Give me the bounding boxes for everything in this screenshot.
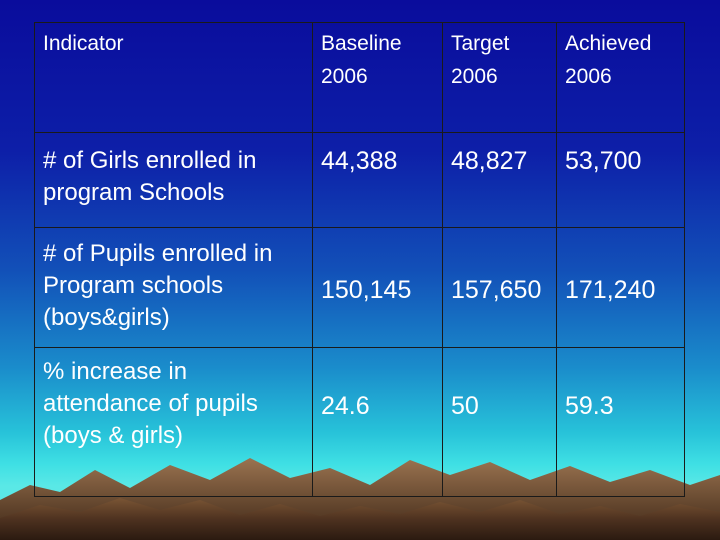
header-target-label: Target — [451, 32, 510, 55]
header-achieved: Achieved 2006 — [556, 22, 685, 133]
table-row: # of Girls enrolled in program Schools 4… — [34, 132, 685, 228]
header-baseline-label: Baseline — [321, 32, 402, 55]
table-row: # of Pupils enrolled in Program schools … — [34, 227, 685, 348]
header-target-year: 2006 — [451, 65, 498, 88]
target-value: 50 — [442, 347, 557, 497]
header-indicator: Indicator — [34, 22, 313, 133]
baseline-value: 24.6 — [312, 347, 443, 497]
header-baseline: Baseline 2006 — [312, 22, 443, 133]
table-row: % increase in attendance of pupils (boys… — [34, 347, 685, 497]
row-label: # of Pupils enrolled in Program schools … — [34, 227, 313, 348]
header-achieved-label: Achieved — [565, 32, 652, 55]
indicator-table: Indicator Baseline 2006 Target 2006 Achi… — [34, 22, 685, 497]
header-indicator-label: Indicator — [43, 32, 124, 55]
baseline-value: 150,145 — [312, 227, 443, 348]
row-label: % increase in attendance of pupils (boys… — [34, 347, 313, 497]
header-achieved-year: 2006 — [565, 65, 612, 88]
header-baseline-year: 2006 — [321, 65, 368, 88]
achieved-value: 171,240 — [556, 227, 685, 348]
target-value: 157,650 — [442, 227, 557, 348]
header-row: Indicator Baseline 2006 Target 2006 Achi… — [34, 22, 685, 133]
target-value: 48,827 — [442, 132, 557, 228]
row-label: # of Girls enrolled in program Schools — [34, 132, 313, 228]
baseline-value: 44,388 — [312, 132, 443, 228]
achieved-value: 53,700 — [556, 132, 685, 228]
achieved-value: 59.3 — [556, 347, 685, 497]
header-target: Target 2006 — [442, 22, 557, 133]
